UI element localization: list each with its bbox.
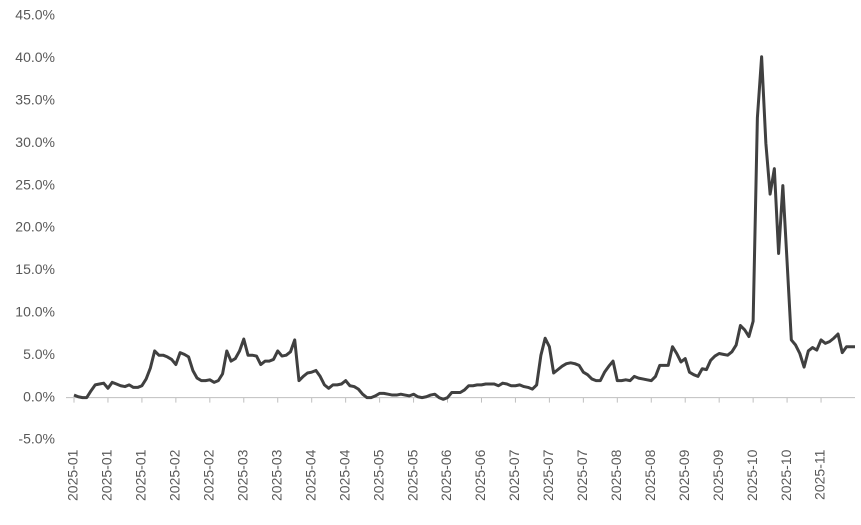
x-tick-label: 2025-10: [778, 449, 794, 501]
x-tick-label: 2025-02: [167, 449, 183, 501]
x-tick-label: 2025-07: [574, 449, 590, 501]
y-tick-label: 35.0%: [15, 92, 55, 108]
y-tick-label: 30.0%: [15, 134, 55, 150]
x-tick-label: 2025-11: [812, 449, 828, 500]
y-tick-label: 15.0%: [15, 261, 55, 277]
x-tick-label: 2025-07: [540, 449, 556, 501]
x-tick-label: 2025-06: [472, 449, 488, 501]
x-tick-label: 2025-08: [608, 449, 624, 501]
y-tick-label: 20.0%: [15, 219, 55, 235]
y-tick-label: 25.0%: [15, 176, 55, 192]
x-tick-label: 2025-10: [744, 449, 760, 501]
x-tick-label: 2025-07: [506, 449, 522, 501]
y-tick-label: 40.0%: [15, 49, 55, 65]
x-tick-label: 2025-01: [133, 449, 149, 501]
y-tick-label: 0.0%: [23, 388, 55, 404]
x-tick-label: 2025-04: [302, 449, 318, 501]
x-tick-label: 2025-04: [336, 449, 352, 501]
x-tick-label: 2025-01: [99, 449, 115, 501]
x-tick-label: 2025-01: [65, 449, 81, 501]
x-tick-label: 2025-06: [438, 449, 454, 501]
y-tick-label: 5.0%: [23, 346, 55, 362]
x-tick-label: 2025-03: [234, 449, 250, 501]
x-tick-label: 2025-09: [710, 449, 726, 501]
x-tick-label: 2025-02: [201, 449, 217, 501]
series-line: [73, 55, 855, 401]
y-tick-label: -5.0%: [18, 431, 55, 447]
y-tick-label: 45.0%: [15, 7, 55, 23]
y-tick-label: 10.0%: [15, 304, 55, 320]
x-tick-label: 2025-09: [676, 449, 692, 501]
x-tick-label: 2025-05: [404, 449, 420, 501]
x-tick-label: 2025-03: [268, 449, 284, 501]
x-tick-label: 2025-08: [642, 449, 658, 501]
x-tick-label: 2025-05: [370, 449, 386, 501]
